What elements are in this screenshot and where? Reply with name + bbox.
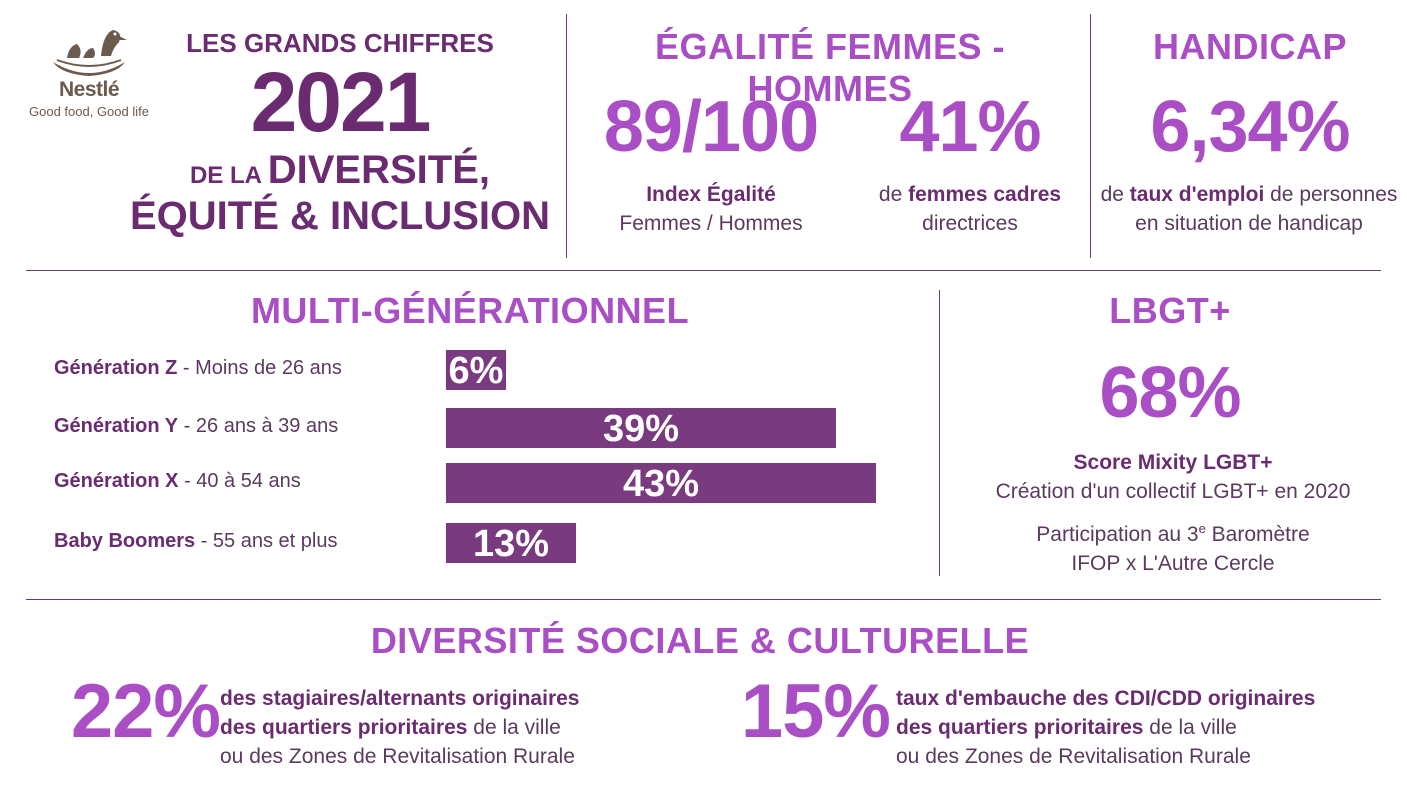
generation-label: Génération X - 40 à 54 ans — [54, 470, 301, 493]
divider-top — [26, 270, 1381, 271]
nest-birds-icon — [53, 30, 127, 76]
generation-detail: - 26 ans à 39 ans — [178, 415, 339, 437]
header-line3: DE LA DIVERSITÉ, — [130, 148, 550, 193]
diversite-stat1-bold1: des stagiaires/alternants originaires — [220, 687, 580, 710]
generation-label: Baby Boomers - 55 ans et plus — [54, 530, 337, 553]
generation-detail: - 40 à 54 ans — [178, 470, 301, 492]
egalite-stat2-label: de femmes cadres directrices — [850, 180, 1090, 238]
divider-multigen-lgbt — [939, 290, 940, 576]
generation-bar — [446, 523, 576, 563]
header-line3-small: DE LA — [189, 162, 268, 189]
multigen-title: MULTI-GÉNÉRATIONNEL — [250, 290, 690, 331]
divider-egalite-handicap — [1090, 14, 1091, 258]
egalite-stat2-value: 41% — [899, 87, 1041, 167]
divider-header-egalite — [566, 14, 567, 258]
header-line4: ÉQUITÉ & INCLUSION — [129, 194, 551, 238]
lgbt-value: 68% — [1099, 353, 1241, 433]
egalite-stat1-label-rest: Femmes / Hommes — [619, 212, 803, 235]
diversite-stat1-line3: ou des Zones de Revitalisation Rurale — [220, 745, 575, 768]
lgbt-label-bold: Score Mixity LGBT+ — [1073, 451, 1273, 474]
generation-detail: - Moins de 26 ans — [177, 357, 342, 379]
header-year: 2021 — [250, 55, 432, 149]
egalite-title: ÉGALITÉ FEMMES - HOMMES — [655, 26, 1005, 109]
header-line3-big: DIVERSITÉ, — [267, 148, 491, 192]
handicap-title: HANDICAP — [1152, 26, 1347, 67]
egalite-stat1-label-bold: Index Égalité — [646, 183, 776, 206]
egalite-stat2-label-bold: femmes cadres — [908, 183, 1062, 206]
generation-detail: - 55 ans et plus — [195, 530, 338, 552]
lgbt-line3-pre: Participation au 3 — [1036, 523, 1199, 546]
generation-name: Génération Z — [54, 357, 178, 379]
handicap-label-bold: taux d'emploi — [1129, 183, 1265, 206]
generation-label: Génération Z - Moins de 26 ans — [54, 357, 342, 380]
handicap-label-line2: en situation de handicap — [1135, 212, 1363, 235]
lgbt-line4: IFOP x L'Autre Cercle — [1071, 552, 1275, 575]
lgbt-line3-post: Baromètre — [1205, 523, 1310, 546]
diversite-title: DIVERSITÉ SOCIALE & CULTURELLE — [370, 620, 1030, 661]
lgbt-label: Score Mixity LGBT+ Création d'un collect… — [950, 448, 1396, 506]
diversite-stat1-value: 22% — [70, 669, 221, 754]
diversite-stat2-value: 15% — [740, 669, 891, 754]
handicap-value: 6,34% — [1150, 87, 1350, 167]
egalite-stat2-label-pre: de — [878, 183, 909, 206]
generation-name: Baby Boomers — [54, 530, 196, 552]
handicap-label: de taux d'emploi de personnes en situati… — [1096, 180, 1402, 238]
generation-bar-value: 39% — [602, 408, 680, 450]
logo-brand: Nestlé — [58, 78, 120, 101]
divider-bottom — [26, 599, 1381, 600]
handicap-label-post: de personnes — [1264, 183, 1398, 206]
handicap-label-pre: de — [1100, 183, 1130, 206]
diversite-stat1-rest2: de la ville — [467, 716, 561, 739]
diversite-stat1-bold2: des quartiers prioritaires — [220, 716, 468, 739]
egalite-stat1-value: 89/100 — [603, 87, 819, 167]
generation-bar — [446, 463, 876, 503]
egalite-stat2-label-rest: directrices — [922, 212, 1018, 235]
lgbt-title: LBGT+ — [1109, 290, 1231, 331]
egalite-stat1-label: Index Égalité Femmes / Hommes — [586, 180, 836, 238]
diversite-stat2-desc: taux d'embauche des CDI/CDD originaires … — [896, 684, 1396, 771]
header-line1: LES GRANDS CHIFFRES — [186, 28, 494, 58]
generation-bar-value: 6% — [448, 350, 504, 392]
lgbt-line3-sup: e — [1198, 521, 1206, 536]
generation-name: Génération Y — [54, 415, 179, 437]
diversite-stat2-rest2: de la ville — [1143, 716, 1237, 739]
lgbt-line2: Création d'un collectif LGBT+ en 2020 — [995, 480, 1351, 503]
diversite-stat1-desc: des stagiaires/alternants originaires de… — [220, 684, 700, 771]
diversite-stat2-line3: ou des Zones de Revitalisation Rurale — [896, 745, 1251, 768]
diversite-stat2-bold2: des quartiers prioritaires — [896, 716, 1144, 739]
diversite-stat2-bold1: taux d'embauche des CDI/CDD originaires — [896, 687, 1316, 710]
logo-tagline: Good food, Good life — [29, 104, 149, 119]
generation-label: Génération Y - 26 ans à 39 ans — [54, 415, 338, 438]
lgbt-label-2: Participation au 3e Baromètre IFOP x L'A… — [950, 514, 1396, 578]
generation-name: Génération X — [54, 470, 179, 492]
generation-bar-value: 43% — [622, 463, 700, 505]
generation-bar — [446, 408, 836, 448]
nestle-logo: Nestlé Good food, Good life — [14, 22, 164, 119]
generation-bar-value: 13% — [472, 523, 550, 565]
generation-bar — [446, 350, 506, 390]
